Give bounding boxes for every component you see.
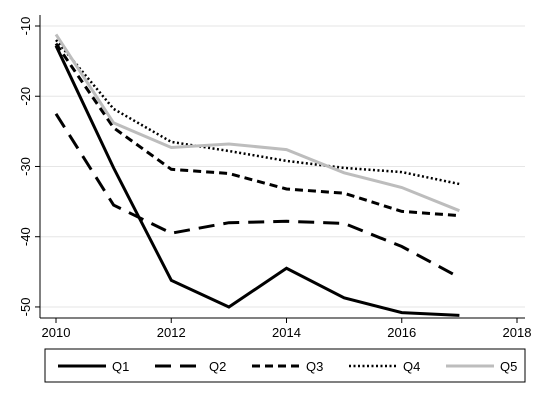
x-tick-label-1: 2012: [157, 325, 186, 340]
series-line-q3: [54, 42, 460, 218]
series-lines: [54, 33, 461, 317]
x-tick-label-3: 2016: [387, 325, 416, 340]
x-tick-label-4: 2018: [503, 325, 532, 340]
series-line-q2: [54, 112, 461, 279]
legend-label-q4: Q4: [403, 359, 420, 374]
legend-label-q1: Q1: [112, 359, 129, 374]
y-tick-label-4: -50: [18, 298, 33, 317]
axes: -10 -20 -30 -40 -50 2010 2012 2014 2016 2018: [18, 15, 531, 340]
legend: Q1 Q2 Q3 Q4 Q5: [44, 348, 526, 383]
legend-label-q2: Q2: [209, 359, 226, 374]
series-line-q5: [54, 33, 460, 213]
y-tick-label-1: -20: [18, 87, 33, 106]
series-line-q1: [54, 45, 460, 317]
series-line-q4: [55, 39, 460, 186]
gridlines: [40, 25, 525, 308]
legend-label-q3: Q3: [306, 359, 323, 374]
legend-label-q5: Q5: [500, 359, 517, 374]
y-tick-label-0: -10: [18, 17, 33, 36]
y-tick-label-3: -40: [18, 227, 33, 246]
y-tick-label-2: -30: [18, 157, 33, 176]
x-tick-label-0: 2010: [42, 325, 71, 340]
x-tick-label-2: 2014: [272, 325, 301, 340]
